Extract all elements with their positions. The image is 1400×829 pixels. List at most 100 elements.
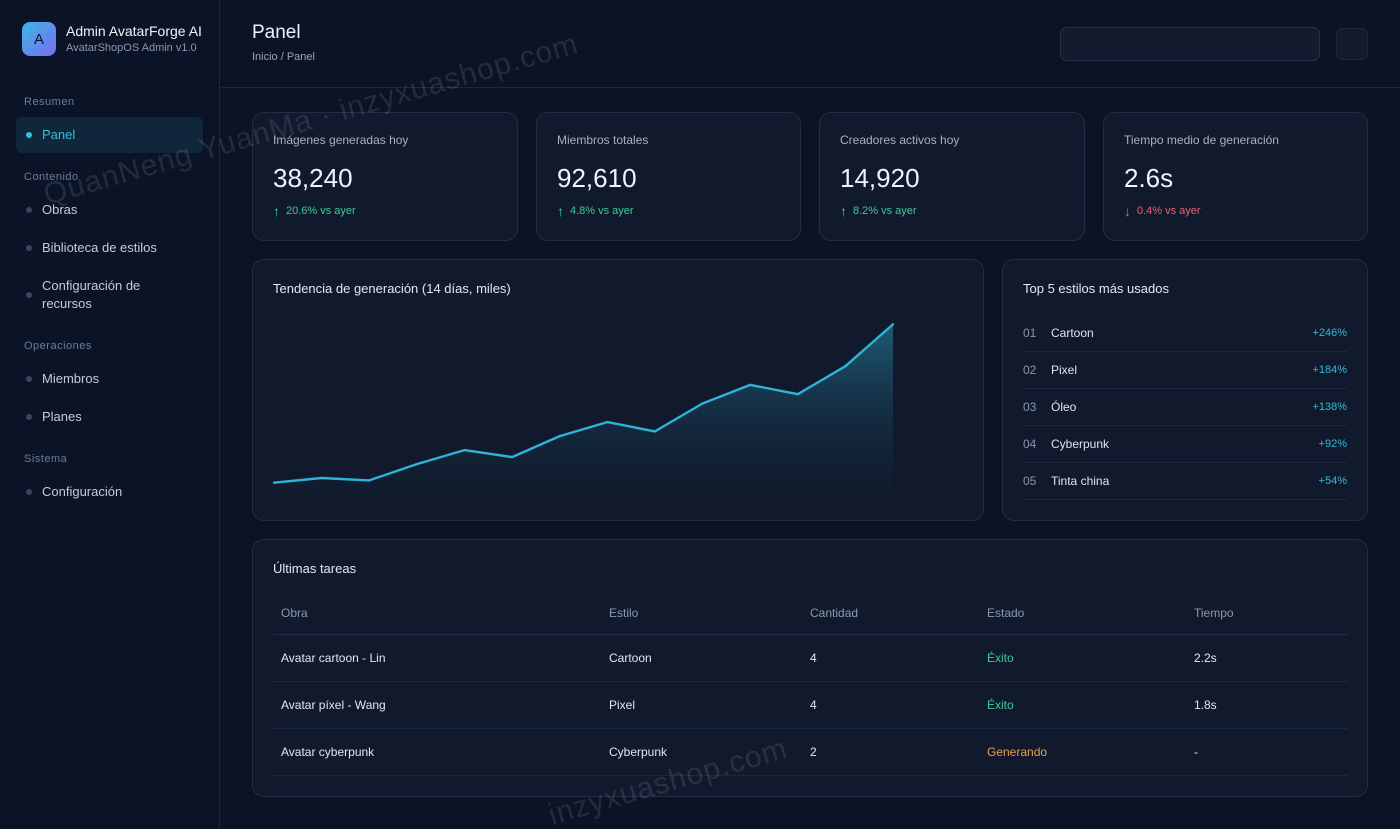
- style-name: Tinta china: [1051, 474, 1110, 488]
- chart-title: Tendencia de generación (14 días, miles): [273, 281, 511, 296]
- header: Panel Inicio / Panel: [221, 0, 1400, 88]
- stat-change: ↑ 4.8% vs ayer: [557, 203, 634, 219]
- trend-chart-card: Tendencia de generación (14 días, miles): [252, 259, 984, 521]
- tasks-table: Obra Estilo Cantidad Estado Tiempo Avata…: [273, 592, 1348, 776]
- status-badge: Generando: [987, 745, 1048, 759]
- stat-change-text: 0.4% vs ayer: [1137, 205, 1201, 217]
- style-name: Cartoon: [1051, 326, 1094, 340]
- bullet-icon: [26, 414, 32, 420]
- column-header[interactable]: Estado: [987, 606, 1025, 620]
- trend-area: [274, 324, 893, 492]
- trend-point-13: [844, 365, 847, 368]
- trend-chart: [272, 323, 895, 492]
- rank: 03: [1023, 400, 1037, 414]
- trend-point-10: [701, 402, 704, 405]
- trend-point-7: [558, 434, 561, 438]
- cell-estilo: Cartoon: [609, 651, 652, 665]
- column-header[interactable]: Cantidad: [810, 606, 859, 620]
- cell-tiempo: 1.8s: [1194, 698, 1217, 712]
- column-header[interactable]: Tiempo: [1194, 606, 1234, 620]
- sidebar-item-planes[interactable]: Planes: [16, 400, 203, 434]
- sidebar-item-label: Obras: [42, 202, 78, 217]
- sidebar-item-configuracion[interactable]: Configuración: [16, 475, 203, 509]
- stat-card-miembros: Miembros totales 92,610 ↑ 4.8% vs ayer: [536, 112, 801, 241]
- cell-cantidad: 4: [810, 698, 817, 712]
- stat-label: Creadores activos hoy: [840, 133, 960, 147]
- style-name: Óleo: [1051, 400, 1077, 414]
- status-badge: Éxito: [987, 651, 1014, 665]
- bullet-icon: [26, 132, 32, 138]
- style-pct: +184%: [1312, 364, 1347, 376]
- stat-label: Miembros totales: [557, 133, 649, 147]
- trend-point-4: [415, 462, 419, 466]
- cell-estilo: Pixel: [609, 698, 636, 712]
- arrow-up-icon: ↑: [273, 203, 280, 219]
- table-header: Obra Estilo Cantidad Estado Tiempo: [273, 592, 1348, 635]
- nav-section-operaciones: Operaciones: [24, 340, 92, 352]
- trend-point-2: [320, 476, 323, 480]
- brand-title: Admin AvatarForge AI: [66, 23, 202, 39]
- bullet-icon: [26, 489, 32, 495]
- sidebar-item-miembros[interactable]: Miembros: [16, 362, 203, 396]
- style-pct: +54%: [1318, 475, 1347, 487]
- sidebar-item-label: Miembros: [42, 371, 100, 386]
- column-header[interactable]: Obra: [281, 606, 308, 620]
- rank: 05: [1023, 474, 1037, 488]
- stat-value: 14,920: [840, 163, 920, 193]
- trend-point-9: [653, 430, 657, 433]
- trend-point-3: [368, 479, 371, 482]
- page-title: Panel: [252, 22, 301, 43]
- trend-line: [273, 323, 894, 484]
- sidebar-item-label: Configuración de recursos: [42, 278, 141, 311]
- list-item[interactable]: 04 Cyberpunk +92%: [1023, 426, 1347, 463]
- table-row[interactable]: Avatar cartoon - Lin Cartoon 4 Éxito 2.2…: [273, 635, 1348, 682]
- rank: 04: [1023, 437, 1037, 451]
- style-name: Pixel: [1051, 363, 1078, 377]
- list-item[interactable]: 03 Óleo +138%: [1023, 389, 1347, 426]
- cell-tiempo: -: [1194, 745, 1198, 759]
- trend-point-11: [748, 383, 752, 387]
- sidebar-item-configuracion-recursos[interactable]: Configuración de recursos: [16, 274, 203, 316]
- list-item[interactable]: 01 Cartoon +246%: [1023, 315, 1347, 352]
- sidebar-item-panel[interactable]: Panel: [16, 117, 203, 153]
- style-name: Cyberpunk: [1051, 437, 1110, 451]
- cell-obra: Avatar cyberpunk: [281, 745, 375, 759]
- sidebar-item-label: Panel: [42, 127, 76, 142]
- status-badge: Éxito: [987, 698, 1014, 712]
- cell-estilo: Cyberpunk: [609, 745, 668, 759]
- sidebar-item-obras[interactable]: Obras: [16, 193, 203, 227]
- top-styles-card: Top 5 estilos más usados 01 Cartoon +246…: [1002, 259, 1368, 521]
- nav-section-contenido: Contenido: [24, 171, 79, 183]
- sidebar-item-biblioteca-estilos[interactable]: Biblioteca de estilos: [16, 231, 203, 265]
- stat-change: ↓ 0.4% vs ayer: [1124, 203, 1201, 219]
- table-row[interactable]: Avatar cyberpunk Cyberpunk 2 Generando -: [273, 729, 1348, 776]
- trend-point-12: [796, 392, 799, 396]
- arrow-up-icon: ↑: [840, 203, 847, 219]
- cell-obra: Avatar cartoon - Lin: [281, 651, 386, 665]
- sidebar-item-label: Biblioteca de estilos: [42, 240, 157, 255]
- search-input[interactable]: [1060, 27, 1320, 61]
- column-header[interactable]: Estilo: [609, 606, 639, 620]
- cell-tiempo: 2.2s: [1194, 651, 1217, 665]
- style-pct: +138%: [1312, 401, 1347, 413]
- trend-point-6: [510, 455, 514, 459]
- stat-change-text: 20.6% vs ayer: [286, 205, 356, 217]
- bullet-icon: [26, 207, 32, 213]
- style-pct: +246%: [1312, 327, 1347, 339]
- stat-card-creadores: Creadores activos hoy 14,920 ↑ 8.2% vs a…: [819, 112, 1085, 241]
- rank: 02: [1023, 363, 1037, 377]
- top-styles-list: 01 Cartoon +246% 02 Pixel +184% 03 Óleo …: [1023, 315, 1347, 500]
- bullet-icon: [26, 292, 32, 298]
- arrow-down-icon: ↓: [1124, 203, 1131, 219]
- stat-card-imagenes: Imágenes generadas hoy 38,240 ↑ 20.6% vs…: [252, 112, 518, 241]
- cell-obra: Avatar píxel - Wang: [281, 698, 386, 712]
- trend-point-14: [891, 323, 895, 326]
- list-item[interactable]: 05 Tinta china +54%: [1023, 463, 1347, 500]
- stat-value: 92,610: [557, 163, 637, 193]
- brand-subtitle: AvatarShopOS Admin v1.0: [66, 42, 197, 54]
- user-menu-button[interactable]: [1336, 28, 1368, 60]
- list-item[interactable]: 02 Pixel +184%: [1023, 352, 1347, 389]
- table-row[interactable]: Avatar píxel - Wang Pixel 4 Éxito 1.8s: [273, 682, 1348, 729]
- breadcrumb: Inicio / Panel: [252, 51, 315, 63]
